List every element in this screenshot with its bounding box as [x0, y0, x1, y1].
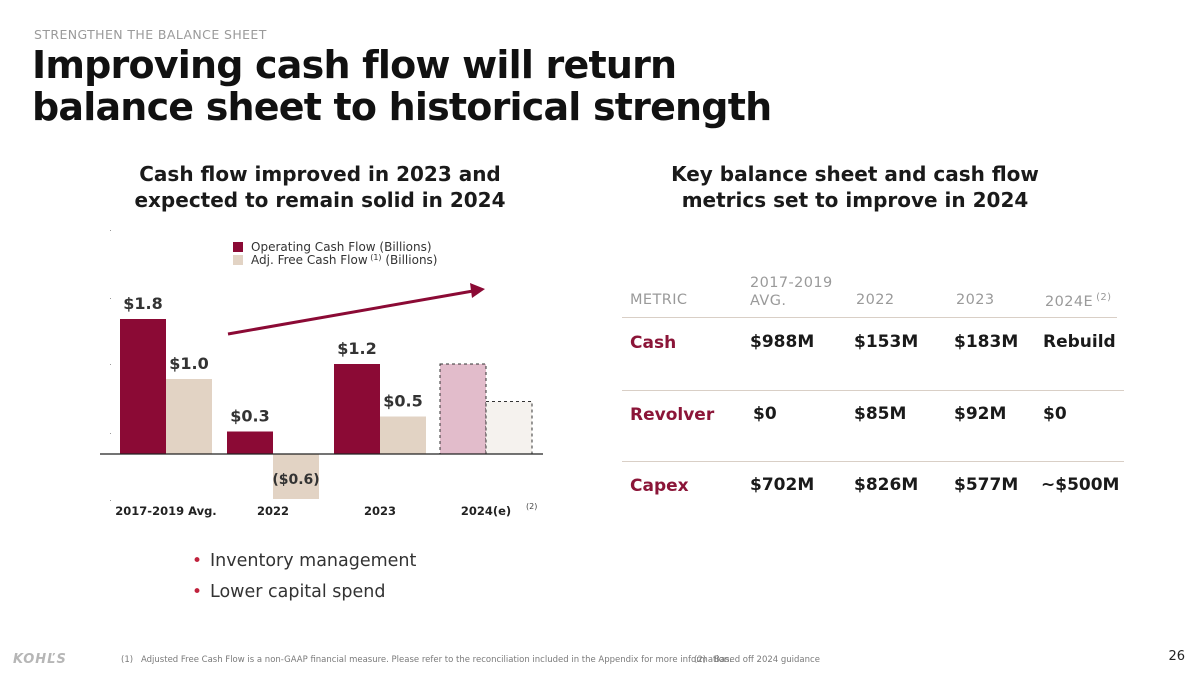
legend-footnote: (1)	[368, 253, 382, 262]
x-tick-footnote: (2)	[526, 502, 537, 511]
bar-value-label: $0.3	[230, 407, 269, 426]
header-2024e-footnote: (2)	[1096, 292, 1112, 303]
legend-swatch	[233, 242, 243, 252]
legend-label: Adj. Free Cash Flow (1) (Billions)	[251, 253, 437, 267]
afcf-bar	[380, 416, 426, 454]
trend-arrow-line	[227, 289, 474, 336]
x-tick-label: 2022	[257, 504, 289, 518]
footnote-1-number: (1)	[121, 655, 134, 665]
footnote-1-text: Adjusted Free Cash Flow is a non-GAAP fi…	[141, 655, 733, 665]
capex-2023: $577M	[954, 475, 1019, 495]
metrics-table: METRIC 2017-2019 AVG. 2022 2023 2024E (2)…	[620, 270, 1125, 510]
ocf-bar	[120, 319, 166, 454]
cash-2024e: Rebuild	[1043, 332, 1116, 352]
revolver-avg: $0	[753, 404, 777, 424]
bar-value-label: $1.2	[337, 339, 376, 358]
header-2024e: 2024E (2)	[1045, 292, 1111, 310]
revolver-2023: $92M	[954, 404, 1007, 424]
header-2024e-label: 2024E	[1045, 293, 1094, 310]
cash-2022: $153M	[854, 332, 919, 352]
bar-value-label: $1.0	[169, 354, 208, 373]
footnote-2-text: Based off 2024 guidance	[714, 655, 820, 665]
bar-value-label: $1.8	[123, 294, 162, 313]
cash-2023: $183M	[954, 332, 1019, 352]
x-tick-label: 2023	[364, 504, 396, 518]
axis-tick-mark	[110, 500, 111, 501]
revolver-2022: $85M	[854, 404, 907, 424]
estimate-bar	[439, 363, 487, 455]
bar-value-label: ($0.6)	[272, 472, 319, 488]
title-line-2: balance sheet to historical strength	[32, 85, 772, 129]
axis-tick-mark	[110, 230, 111, 231]
row-divider	[622, 390, 1124, 391]
legend-swatch	[233, 255, 243, 265]
cash-flow-bar-chart: Operating Cash Flow (Billions)Adj. Free …	[100, 230, 543, 518]
capex-2022: $826M	[854, 475, 919, 495]
capex-avg: $702M	[750, 475, 815, 495]
chart-subheading-line-2: expected to remain solid in 2024	[134, 188, 506, 212]
row-label-capex: Capex	[630, 476, 689, 496]
section-eyebrow: STRENGTHEN THE BALANCE SHEET	[34, 27, 267, 42]
axis-tick-mark	[110, 364, 111, 365]
header-avg: 2017-2019 AVG.	[750, 274, 833, 310]
afcf-bar	[166, 379, 212, 454]
cash-avg: $988M	[750, 332, 815, 352]
ocf-bar	[334, 364, 380, 454]
page-number: 26	[1168, 649, 1185, 664]
ocf-bar	[227, 431, 273, 454]
revolver-2024e: $0	[1043, 404, 1067, 424]
bullet-list: Inventory management Lower capital spend	[192, 546, 416, 608]
kohls-logo: KOHĽS	[13, 652, 67, 667]
chart-subheading-line-1: Cash flow improved in 2023 and	[139, 162, 501, 186]
axis-tick-mark	[110, 433, 111, 434]
row-label-cash: Cash	[630, 333, 677, 353]
bullet-item: Inventory management	[192, 546, 416, 577]
metrics-subheading-line-2: metrics set to improve in 2024	[681, 188, 1029, 212]
bullet-item: Lower capital spend	[192, 577, 416, 608]
x-tick-label: 2017-2019 Avg.	[115, 504, 216, 518]
header-2023: 2023	[956, 292, 995, 308]
row-label-revolver: Revolver	[630, 405, 715, 425]
metrics-subheading: Key balance sheet and cash flow metrics …	[630, 161, 1080, 213]
x-tick-label: 2024(e)	[461, 504, 511, 518]
chart-subheading: Cash flow improved in 2023 and expected …	[110, 161, 530, 213]
trend-arrow-head	[470, 283, 485, 298]
metrics-subheading-line-1: Key balance sheet and cash flow	[671, 162, 1039, 186]
header-metric: METRIC	[630, 292, 688, 308]
header-avg-line-1: 2017-2019	[750, 275, 833, 291]
afcf-bar	[273, 454, 319, 499]
page-title: Improving cash flow will return balance …	[32, 44, 832, 128]
row-divider	[622, 461, 1124, 462]
legend-label: Operating Cash Flow (Billions)	[251, 240, 432, 254]
axis-tick-mark	[110, 298, 111, 299]
header-2022: 2022	[856, 292, 895, 308]
estimate-bar	[485, 401, 533, 455]
capex-2024e: ~$500M	[1041, 475, 1120, 495]
legend-suffix: (Billions)	[382, 253, 438, 267]
title-line-1: Improving cash flow will return	[32, 43, 677, 87]
footnote-2-number: (2)	[694, 655, 707, 665]
bar-value-label: $0.5	[383, 392, 422, 411]
header-divider	[622, 317, 1117, 318]
header-avg-line-2: AVG.	[750, 293, 787, 309]
